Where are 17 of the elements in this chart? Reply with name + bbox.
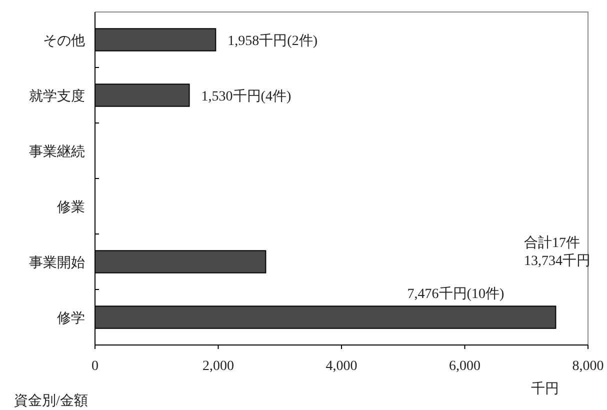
y-tick-label: 修学 xyxy=(57,310,85,326)
y-tick-label: 修業 xyxy=(57,199,85,216)
x-tick-label: 0 xyxy=(92,359,98,374)
x-tick-label: 6,000 xyxy=(449,359,480,374)
x-tick-label: 2,000 xyxy=(202,359,234,374)
x-axis-title: 千円 xyxy=(531,381,559,397)
data-label: 7,476千円(10件) xyxy=(407,286,504,302)
y-tick-label: 就学支度 xyxy=(29,88,85,104)
y-tick-label: その他 xyxy=(43,32,85,49)
x-tick-label: 4,000 xyxy=(326,359,358,374)
data-label: 1,530千円(4件) xyxy=(201,88,292,104)
annotation: 合計17件 13,734千円 xyxy=(524,235,590,269)
y-tick-label: 事業継続 xyxy=(29,144,85,160)
data-label: 1,958千円(2件) xyxy=(228,32,318,49)
x-tick-label: 8,000 xyxy=(572,359,604,374)
text: 資金別/金額 xyxy=(14,393,88,409)
y-tick-label: 事業開始 xyxy=(29,254,85,271)
